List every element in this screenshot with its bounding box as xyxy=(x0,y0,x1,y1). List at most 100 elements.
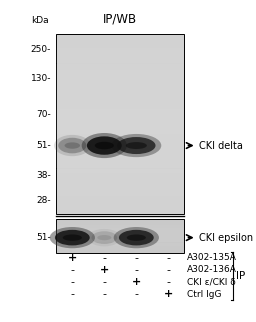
Bar xyxy=(56,75,184,77)
Bar xyxy=(56,77,184,80)
Bar xyxy=(56,237,184,238)
Bar xyxy=(56,139,184,141)
Bar xyxy=(56,225,184,226)
Bar xyxy=(56,61,184,63)
Bar xyxy=(56,134,184,137)
Bar xyxy=(56,162,184,164)
Text: IP/WB: IP/WB xyxy=(103,13,137,26)
Text: 38-: 38- xyxy=(36,171,51,180)
Text: CKI ε/CKI δ: CKI ε/CKI δ xyxy=(187,278,236,287)
Bar xyxy=(56,54,184,57)
Text: 130-: 130- xyxy=(31,74,51,83)
Bar xyxy=(56,251,184,252)
Ellipse shape xyxy=(95,142,114,149)
Bar xyxy=(56,242,184,243)
Text: +: + xyxy=(132,277,141,287)
Bar xyxy=(56,189,184,191)
Bar xyxy=(56,105,184,107)
Bar xyxy=(56,155,184,157)
Bar xyxy=(56,238,184,239)
Text: -: - xyxy=(166,277,170,287)
Bar xyxy=(56,241,184,242)
Bar xyxy=(56,239,184,240)
Bar xyxy=(56,201,184,203)
Text: 28-: 28- xyxy=(37,196,51,205)
Bar xyxy=(56,63,184,66)
Bar xyxy=(56,205,184,207)
Text: 250-: 250- xyxy=(31,45,51,54)
Bar xyxy=(56,109,184,111)
Bar xyxy=(56,84,184,86)
Bar xyxy=(56,240,184,241)
Bar xyxy=(56,48,184,50)
Ellipse shape xyxy=(50,227,95,248)
Text: -: - xyxy=(134,289,138,299)
Bar xyxy=(56,86,184,89)
Bar xyxy=(56,166,184,168)
Bar xyxy=(56,150,184,153)
Text: IP: IP xyxy=(236,271,245,281)
Text: A302-136A: A302-136A xyxy=(187,265,237,274)
Text: -: - xyxy=(70,277,74,287)
Bar xyxy=(56,128,184,130)
Bar xyxy=(56,196,184,198)
Bar xyxy=(56,91,184,93)
Bar xyxy=(56,230,184,231)
Bar xyxy=(56,116,184,118)
Ellipse shape xyxy=(63,234,82,241)
Text: -: - xyxy=(102,252,106,263)
Ellipse shape xyxy=(55,230,90,245)
Bar xyxy=(56,130,184,132)
Bar xyxy=(56,50,184,52)
Bar xyxy=(56,82,184,84)
Bar xyxy=(56,178,184,180)
Text: kDa: kDa xyxy=(31,16,48,25)
Bar xyxy=(56,173,184,175)
Bar xyxy=(56,68,184,70)
Bar xyxy=(56,107,184,109)
Bar xyxy=(56,235,184,236)
Bar xyxy=(56,118,184,120)
Ellipse shape xyxy=(117,137,155,154)
Bar xyxy=(56,221,184,222)
Bar xyxy=(56,143,184,146)
Bar xyxy=(56,125,184,128)
Text: -: - xyxy=(134,265,138,275)
Bar xyxy=(56,52,184,54)
Bar xyxy=(56,182,184,185)
Bar xyxy=(56,210,184,212)
Bar xyxy=(56,247,184,248)
Bar xyxy=(56,93,184,95)
Bar xyxy=(56,232,184,233)
Text: 51-: 51- xyxy=(36,233,51,242)
Bar xyxy=(56,34,184,214)
Bar xyxy=(56,219,184,220)
Bar xyxy=(56,71,184,73)
Bar xyxy=(56,248,184,249)
Bar xyxy=(56,34,184,36)
Bar xyxy=(56,98,184,100)
Bar xyxy=(56,219,184,253)
Ellipse shape xyxy=(97,235,111,240)
Bar xyxy=(56,246,184,247)
Text: A302-135A: A302-135A xyxy=(187,253,237,262)
Bar xyxy=(56,171,184,173)
Text: 70-: 70- xyxy=(36,110,51,119)
Bar xyxy=(56,250,184,251)
Bar xyxy=(56,228,184,229)
Bar xyxy=(56,194,184,196)
Bar xyxy=(56,207,184,210)
Bar xyxy=(56,89,184,91)
Bar xyxy=(56,120,184,123)
Text: -: - xyxy=(134,252,138,263)
Bar xyxy=(56,243,184,244)
Ellipse shape xyxy=(111,134,161,157)
Text: +: + xyxy=(68,252,77,263)
Ellipse shape xyxy=(82,133,127,158)
Bar xyxy=(56,111,184,114)
Bar xyxy=(56,227,184,228)
Text: -: - xyxy=(70,265,74,275)
Bar xyxy=(56,234,184,235)
Bar xyxy=(56,159,184,162)
Text: -: - xyxy=(166,265,170,275)
